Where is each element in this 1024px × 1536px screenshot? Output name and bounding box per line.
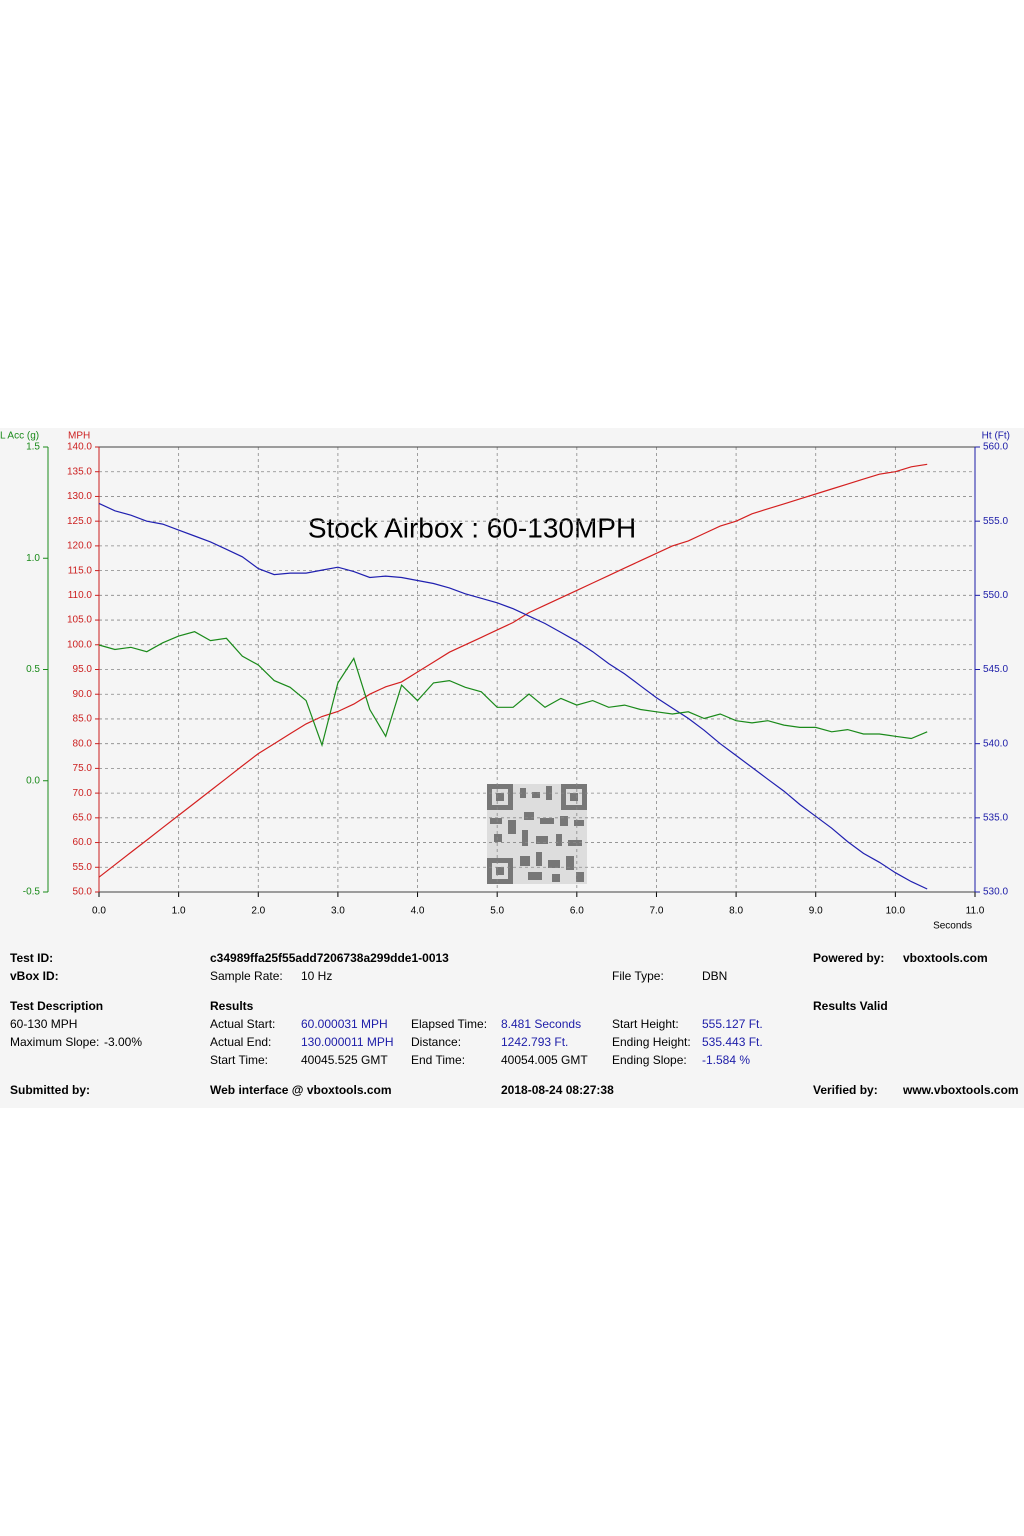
y-tick-label: 95.0 <box>73 664 93 675</box>
label: Powered by: <box>813 951 885 965</box>
y-tick-label: 60.0 <box>73 837 93 848</box>
x-tick-label: 5.0 <box>490 906 504 917</box>
label: Ending Slope: <box>612 1053 687 1067</box>
y-tick-label: 50.0 <box>73 887 93 898</box>
y-tick-label: 80.0 <box>73 738 93 749</box>
label: Start Time: <box>210 1053 269 1067</box>
value: vboxtools.com <box>903 951 988 965</box>
label: Maximum Slope: <box>10 1035 100 1049</box>
y2-tick-label: 560.0 <box>983 442 1008 453</box>
y-tick-label: 70.0 <box>73 788 93 799</box>
y3-tick-label: 1.0 <box>26 553 40 564</box>
y-tick-label: 130.0 <box>67 491 92 502</box>
label: Sample Rate: <box>210 969 283 983</box>
label: Test ID: <box>10 951 54 965</box>
y3-tick-label: -0.5 <box>23 887 41 898</box>
y2-tick-label: 540.0 <box>983 738 1008 749</box>
x-tick-label: 9.0 <box>809 906 823 917</box>
value: 1242.793 Ft. <box>501 1035 569 1049</box>
value: c34989ffa25f55add7206738a299dde1-0013 <box>210 951 449 965</box>
y-tick-label: 105.0 <box>67 615 92 626</box>
label: Actual Start: <box>210 1017 276 1031</box>
y-tick-label: 135.0 <box>67 466 92 477</box>
value: www.vboxtools.com <box>903 1083 1019 1097</box>
y-tick-label: 55.0 <box>73 862 93 873</box>
y-tick-label: 85.0 <box>73 714 93 725</box>
value: 535.443 Ft. <box>702 1035 763 1049</box>
heading: Test Description <box>10 999 104 1013</box>
y-tick-label: 140.0 <box>67 442 92 453</box>
y2-tick-label: 550.0 <box>983 590 1008 601</box>
label: Elapsed Time: <box>411 1017 488 1031</box>
y3-tick-label: 1.5 <box>26 442 40 453</box>
y-axis-title: MPH <box>68 431 90 442</box>
x-tick-label: 1.0 <box>172 906 186 917</box>
series-line <box>98 502 928 890</box>
value: 60-130 MPH <box>10 1017 78 1031</box>
value: -3.00% <box>104 1035 143 1049</box>
value: Web interface @ vboxtools.com <box>210 1083 392 1097</box>
y2-tick-label: 545.0 <box>983 664 1008 675</box>
value: 8.481 Seconds <box>501 1017 582 1031</box>
label: File Type: <box>612 969 664 983</box>
x-tick-label: 6.0 <box>570 906 584 917</box>
series-line <box>98 463 928 878</box>
label: vBox ID: <box>10 969 59 983</box>
label: Verified by: <box>813 1083 878 1097</box>
value: 40045.525 GMT <box>301 1053 388 1067</box>
y-tick-label: 90.0 <box>73 689 93 700</box>
value: 2018-08-24 08:27:38 <box>501 1083 614 1097</box>
label: Start Height: <box>612 1017 679 1031</box>
y-tick-label: 100.0 <box>67 639 92 650</box>
y3-tick-label: 0.0 <box>26 775 40 786</box>
y-tick-label: 115.0 <box>68 565 93 576</box>
value: DBN <box>702 969 728 983</box>
y-tick-label: 75.0 <box>73 763 93 774</box>
x-tick-label: 8.0 <box>729 906 743 917</box>
label: Actual End: <box>210 1035 272 1049</box>
x-tick-label: 0.0 <box>92 906 106 917</box>
y-tick-label: 120.0 <box>67 541 92 552</box>
x-tick-label: 2.0 <box>251 906 265 917</box>
y-tick-label: 125.0 <box>67 516 92 527</box>
value: 60.000031 MPH <box>301 1017 388 1031</box>
y-tick-label: 65.0 <box>73 812 93 823</box>
value: 555.127 Ft. <box>702 1017 763 1031</box>
y3-axis-title: L Acc (g) <box>0 431 39 442</box>
x-tick-label: 4.0 <box>411 906 425 917</box>
y2-axis-title: Ht (Ft) <box>982 431 1010 442</box>
heading: Results Valid <box>813 999 888 1013</box>
value: 130.000011 MPH <box>301 1035 394 1049</box>
x-tick-label: 10.0 <box>886 906 906 917</box>
x-axis-title: Seconds <box>933 921 972 932</box>
y3-tick-label: 0.5 <box>26 664 40 675</box>
x-tick-label: 7.0 <box>650 906 664 917</box>
report-background <box>0 428 1024 1108</box>
series-line <box>98 631 928 748</box>
x-tick-label: 11.0 <box>966 906 985 917</box>
y2-tick-label: 530.0 <box>983 887 1008 898</box>
label: End Time: <box>411 1053 466 1067</box>
y-tick-label: 110.0 <box>68 590 93 601</box>
qr-code <box>487 784 587 884</box>
value: -1.584 % <box>702 1053 751 1067</box>
value: 10 Hz <box>301 969 333 983</box>
value: 40054.005 GMT <box>501 1053 588 1067</box>
label: Distance: <box>411 1035 462 1049</box>
y2-tick-label: 535.0 <box>983 812 1008 823</box>
y2-tick-label: 555.0 <box>983 516 1008 527</box>
label: Submitted by: <box>10 1083 90 1097</box>
chart-title: Stock Airbox : 60-130MPH <box>308 512 636 543</box>
label: Ending Height: <box>612 1035 691 1049</box>
heading: Results <box>210 999 254 1013</box>
x-tick-label: 3.0 <box>331 906 345 917</box>
